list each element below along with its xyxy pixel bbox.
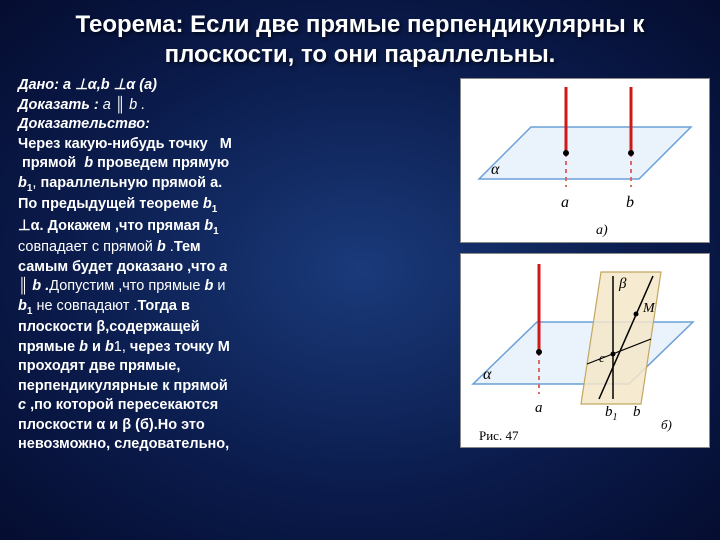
prove-label: Доказать :	[18, 97, 99, 113]
given-label: Дано:	[18, 77, 59, 93]
fig-a-line-b: b	[626, 194, 634, 211]
figure-b: α β M c a	[460, 253, 710, 448]
fig-b-alpha: α	[483, 366, 492, 383]
text-column: Дано: а ⊥α,b ⊥α (а) Доказать : a ║ b . Д…	[18, 76, 460, 455]
fig-b-c: c	[599, 350, 605, 365]
fig-b-M: M	[642, 301, 656, 316]
prove-line: Доказать : a ║ b .	[18, 96, 452, 116]
figure-a: α a b а)	[460, 78, 710, 243]
fig-b-beta: β	[618, 276, 627, 292]
content-row: Дано: а ⊥α,b ⊥α (а) Доказать : a ║ b . Д…	[0, 76, 720, 455]
fig-b-line-a: a	[535, 400, 543, 416]
proof-label: Доказательство:	[18, 115, 452, 135]
given-text: а ⊥α,b ⊥α (а)	[59, 77, 157, 93]
fig-a-alpha: α	[491, 161, 500, 178]
figure-b-svg: α β M c a	[461, 254, 709, 447]
proof-body: Через какую-нибудь точку М прямой b пров…	[18, 135, 452, 455]
fig-b-ris: Рис. 47	[479, 428, 519, 443]
prove-text: a ║ b .	[99, 97, 146, 113]
fig-b-b: b	[633, 404, 641, 420]
given-line: Дано: а ⊥α,b ⊥α (а)	[18, 76, 452, 96]
fig-a-caption: а)	[596, 223, 608, 238]
fig-b-caption: б)	[661, 417, 672, 432]
figure-a-svg: α a b а)	[461, 79, 709, 242]
figures-column: α a b а) α β	[460, 76, 710, 455]
slide-title: Теорема: Если две прямые перпендикулярны…	[0, 0, 720, 76]
fig-a-line-a: a	[561, 194, 569, 211]
fig-b-b1: b1	[605, 404, 618, 423]
